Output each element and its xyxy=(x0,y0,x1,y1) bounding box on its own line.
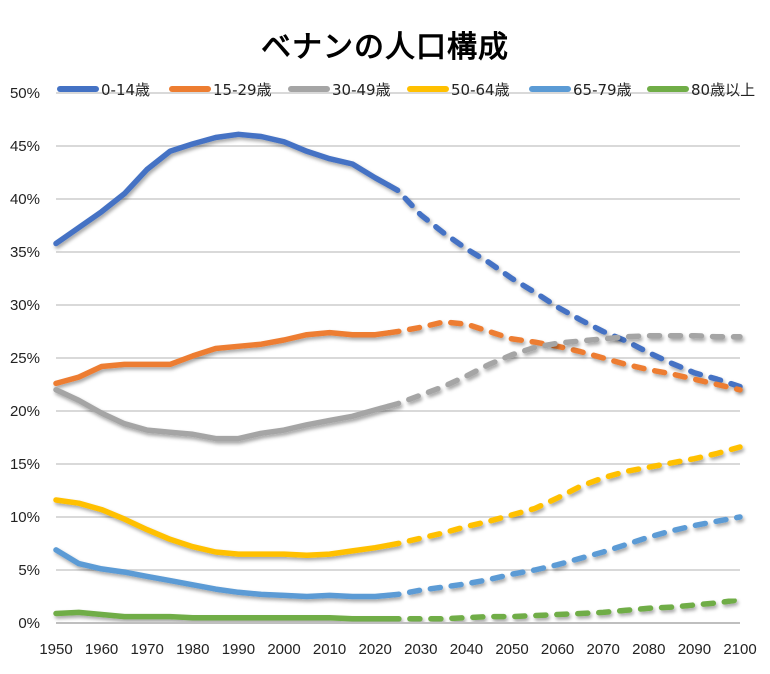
series-line-projection xyxy=(386,514,743,598)
x-tick-label: 2000 xyxy=(267,641,300,658)
x-tick-label: 2070 xyxy=(587,641,620,658)
legend-item: 50-64歳 xyxy=(407,81,510,99)
legend-label: 15-29歳 xyxy=(213,81,272,99)
series-line-actual xyxy=(53,387,392,442)
legend-item: 30-49歳 xyxy=(288,81,391,99)
chart-title: ベナンの人口構成 xyxy=(261,30,509,65)
legend-label: 0-14歳 xyxy=(101,81,150,99)
x-tick-label: 2080 xyxy=(632,641,665,658)
series-line-actual xyxy=(53,497,392,558)
y-tick-label: 20% xyxy=(10,403,40,420)
y-tick-label: 25% xyxy=(10,350,40,367)
series-line-projection xyxy=(386,319,743,393)
y-tick-label: 10% xyxy=(10,509,40,526)
y-tick-label: 5% xyxy=(18,562,40,579)
series-line-actual xyxy=(53,131,392,247)
series-line-projection xyxy=(386,596,743,622)
legend-label: 65-79歳 xyxy=(573,81,632,99)
x-tick-label: 1960 xyxy=(85,641,118,658)
x-axis-ticks: 1950 1960 1970 1980 1990 2000 2010 2020 2030 2040… xyxy=(39,641,756,658)
legend-item: 65-79歳 xyxy=(529,81,632,99)
series-5 xyxy=(53,596,743,622)
x-tick-label: 1950 xyxy=(39,641,72,658)
legend-item: 15-29歳 xyxy=(169,81,272,99)
y-tick-label: 45% xyxy=(10,138,40,155)
series-lines xyxy=(53,131,743,622)
series-line-projection xyxy=(386,332,743,409)
series-line-projection xyxy=(386,444,743,548)
legend-item: 80歳以上 xyxy=(647,81,755,99)
x-tick-label: 2010 xyxy=(313,641,346,658)
series-3 xyxy=(53,444,743,558)
y-tick-label: 30% xyxy=(10,297,40,314)
x-tick-label: 2020 xyxy=(359,641,392,658)
series-1 xyxy=(53,319,743,393)
y-tick-label: 15% xyxy=(10,456,40,473)
x-tick-label: 1980 xyxy=(176,641,209,658)
gridlines xyxy=(56,92,740,624)
y-tick-label: 0% xyxy=(18,615,40,632)
legend-label: 50-64歳 xyxy=(451,81,510,99)
legend-label: 30-49歳 xyxy=(332,81,391,99)
y-axis-ticks: 0% 5% 10% 15% 20% 25% 30% 35% 40% 45% 50% xyxy=(10,85,40,632)
series-2 xyxy=(53,332,743,442)
series-line-actual xyxy=(53,329,392,387)
y-tick-label: 35% xyxy=(10,244,40,261)
legend-label: 80歳以上 xyxy=(691,81,755,99)
series-line-actual xyxy=(53,609,392,622)
y-tick-label: 40% xyxy=(10,191,40,208)
series-line-actual xyxy=(53,547,392,600)
x-tick-label: 2060 xyxy=(541,641,574,658)
legend-item: 0-14歳 xyxy=(57,81,150,99)
x-tick-label: 2100 xyxy=(723,641,756,658)
y-tick-label: 50% xyxy=(10,85,40,102)
x-tick-label: 1990 xyxy=(222,641,255,658)
series-0 xyxy=(53,131,743,390)
series-line-projection xyxy=(386,182,743,390)
x-tick-label: 2090 xyxy=(678,641,711,658)
x-tick-label: 2050 xyxy=(495,641,528,658)
x-tick-label: 1970 xyxy=(131,641,164,658)
series-4 xyxy=(53,514,743,600)
legend: 0-14歳 15-29歳 30-49歳 50-64歳 65-79歳 80歳以上 xyxy=(57,81,755,99)
x-tick-label: 2030 xyxy=(404,641,437,658)
x-tick-label: 2040 xyxy=(450,641,483,658)
